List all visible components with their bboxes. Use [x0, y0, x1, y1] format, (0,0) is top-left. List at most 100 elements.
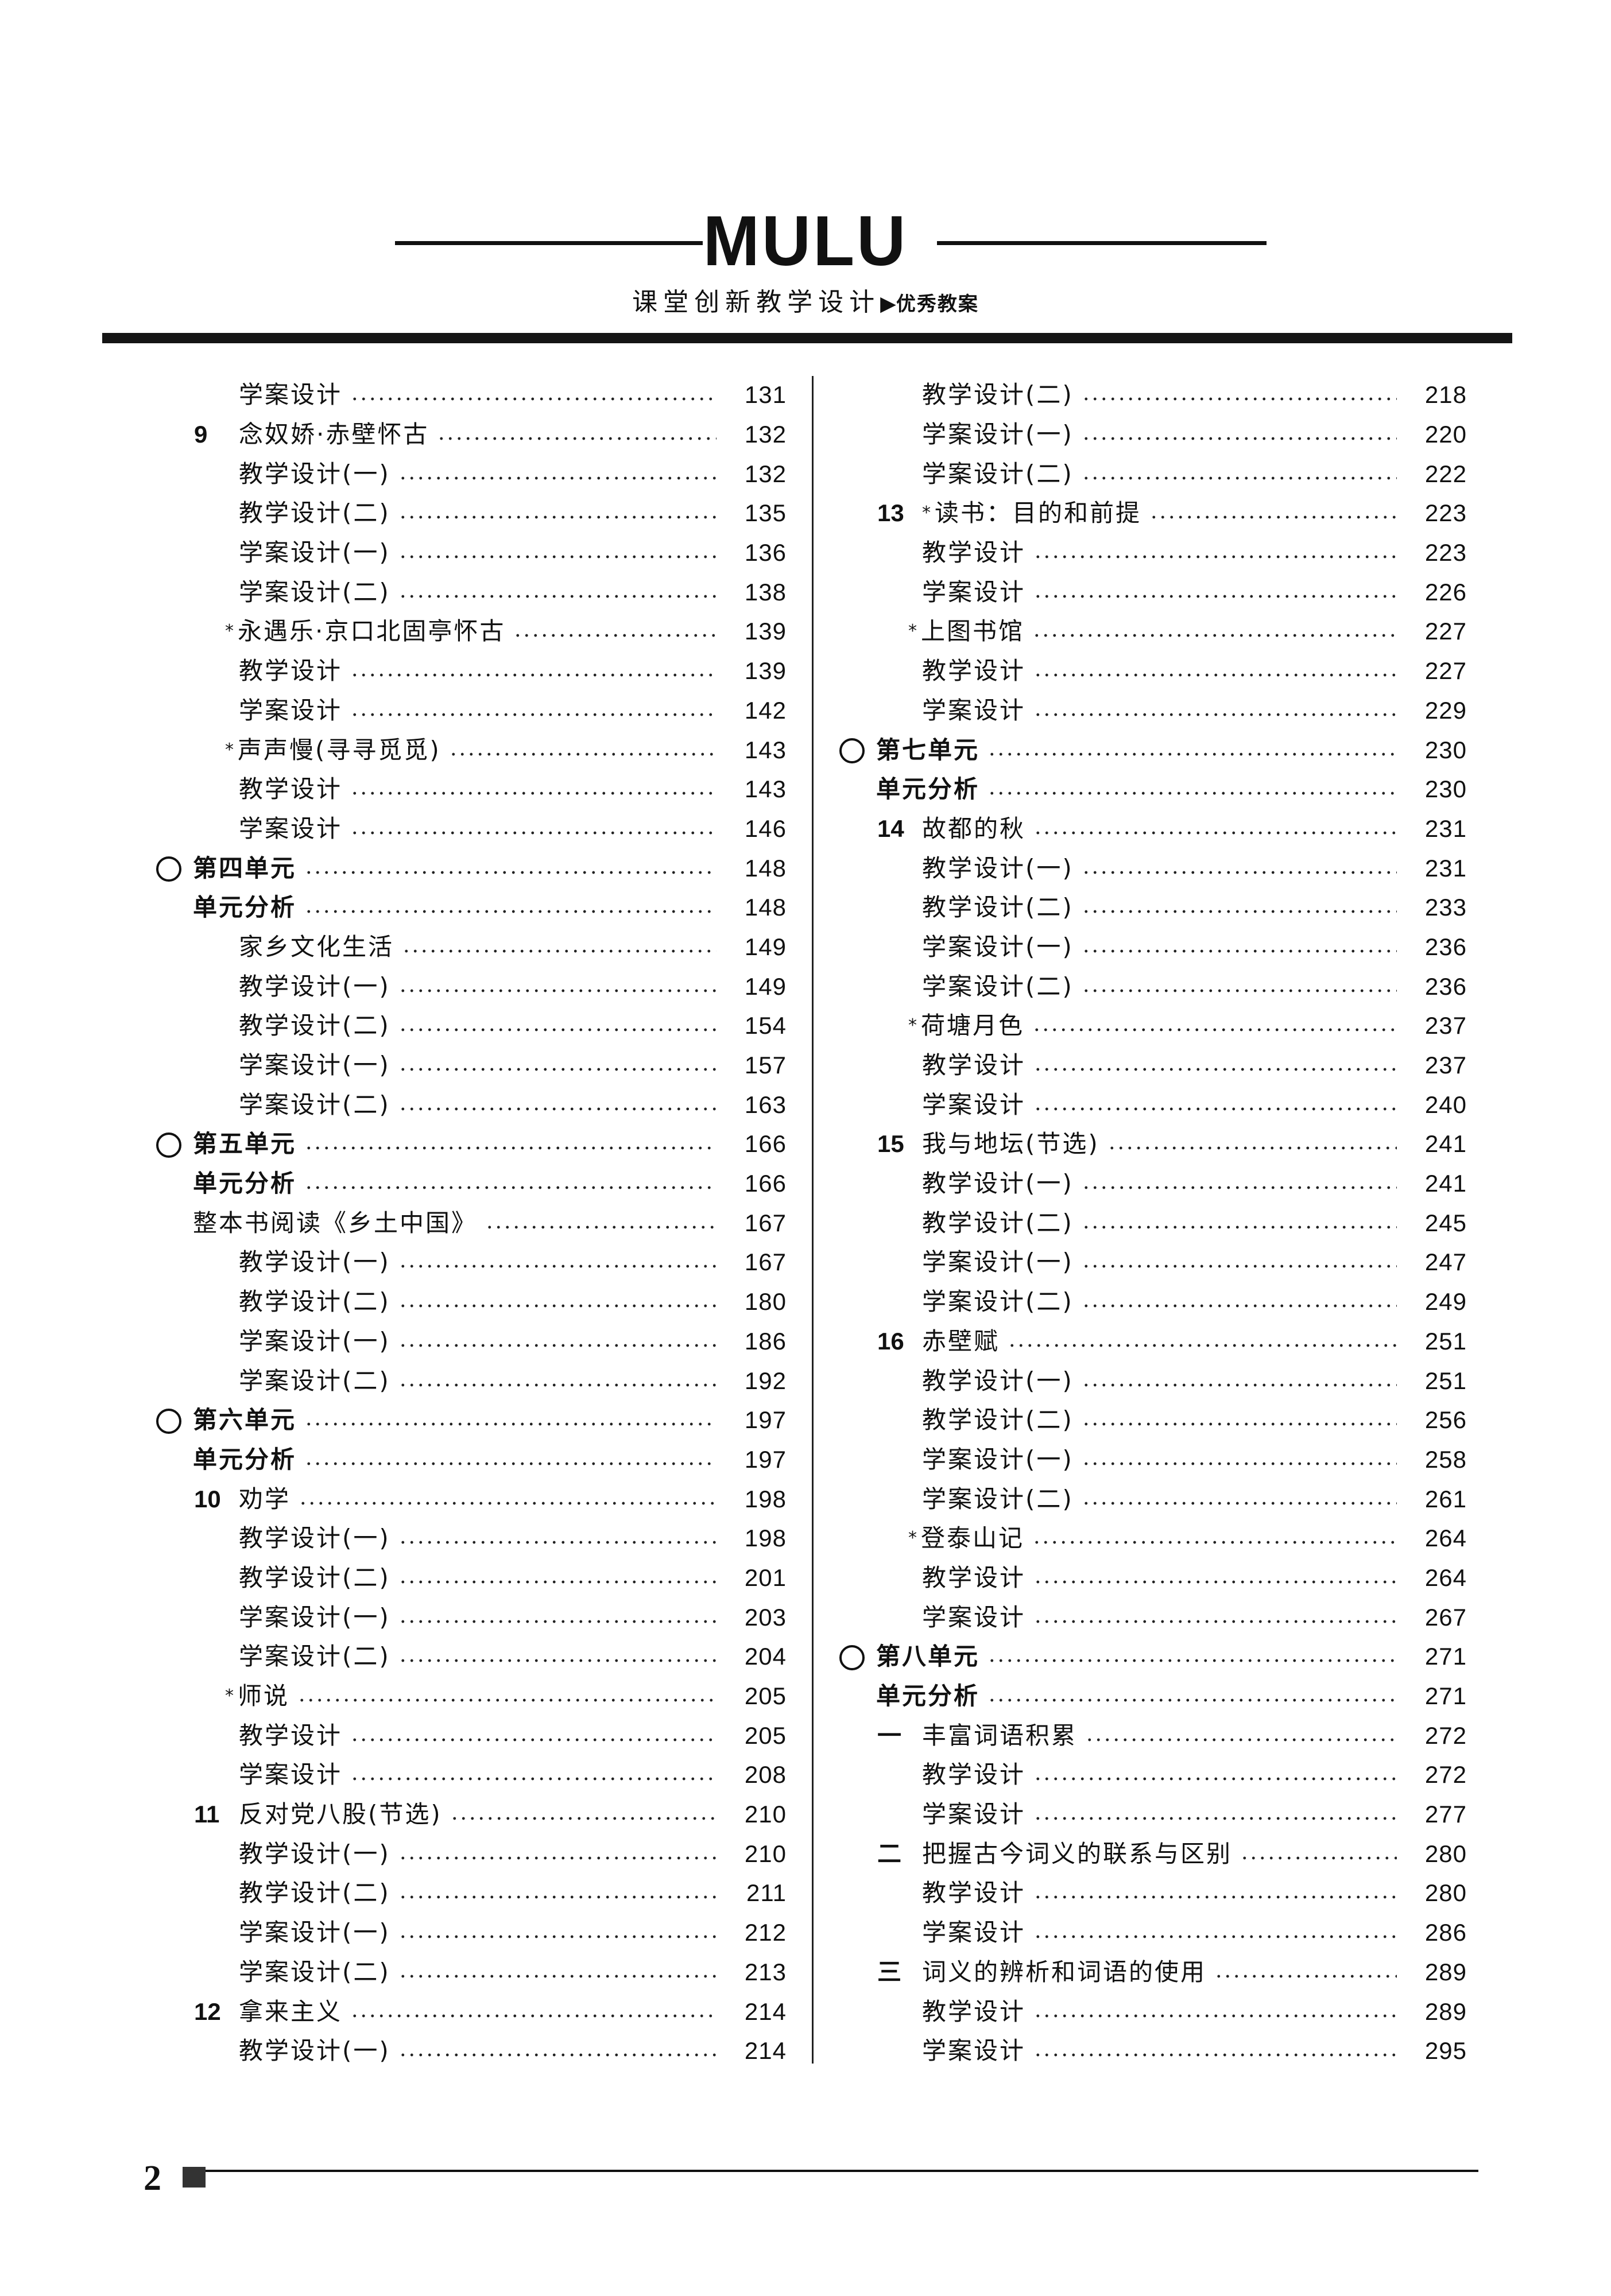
toc-entry-sub[interactable]: 教学设计(一) 251	[838, 1361, 1467, 1401]
toc-entry-sub[interactable]: 学案设计 267	[838, 1597, 1467, 1637]
toc-entry-sub[interactable]: 学案设计(二) 163	[155, 1085, 787, 1124]
toc-entry-sub[interactable]: 学案设计(一) 220	[838, 415, 1467, 455]
toc-entry-section[interactable]: 整本书阅读《乡土中国》 167	[155, 1203, 787, 1243]
toc-entry-sub[interactable]: 学案设计(二) 222	[838, 454, 1467, 494]
toc-entry-sub[interactable]: 教学设计 143	[155, 770, 787, 809]
toc-entry-unit[interactable]: 第四单元 148	[155, 848, 787, 888]
toc-entry-sub[interactable]: 学案设计 226	[838, 572, 1467, 612]
toc-entry-lesson[interactable]: 13 *读书：目的和前提 223	[838, 494, 1467, 533]
toc-entry-sub[interactable]: 教学设计 264	[838, 1558, 1467, 1598]
toc-entry-sub[interactable]: 学案设计 240	[838, 1085, 1467, 1124]
toc-entry-sub[interactable]: 家乡文化生活 149	[155, 928, 787, 967]
toc-entry-sub[interactable]: 学案设计(二) 249	[838, 1282, 1467, 1322]
toc-entry-extra[interactable]: *永遇乐·京口北固亭怀古 139	[155, 612, 787, 651]
entry-title-text: 故都的秋	[922, 814, 1026, 843]
toc-entry-sub[interactable]: 学案设计(一) 157	[155, 1046, 787, 1085]
toc-entry-lesson[interactable]: 11 反对党八股(节选) 210	[155, 1795, 787, 1835]
toc-entry-lesson[interactable]: 14 故都的秋 231	[838, 809, 1467, 849]
toc-entry-sub[interactable]: 教学设计(一) 241	[838, 1164, 1467, 1204]
entry-title-text: 教学设计	[239, 1721, 343, 1750]
toc-entry-sub[interactable]: 学案设计 131	[155, 375, 787, 415]
entry-title-text: 教学设计(一)	[239, 1524, 390, 1553]
toc-entry-sub[interactable]: 教学设计(二) 256	[838, 1401, 1467, 1440]
toc-entry-extra[interactable]: *声声慢(寻寻觅觅) 143	[155, 730, 787, 770]
toc-entry-sub[interactable]: 学案设计 208	[155, 1755, 787, 1795]
toc-entry-sub[interactable]: 教学设计(一) 198	[155, 1519, 787, 1558]
toc-entry-sub[interactable]: 教学设计(一) 149	[155, 967, 787, 1006]
toc-entry-extra[interactable]: *荷塘月色 237	[838, 1006, 1467, 1046]
toc-entry-lesson[interactable]: 12 拿来主义 214	[155, 1992, 787, 2031]
toc-entry-sub[interactable]: 教学设计 280	[838, 1874, 1467, 1913]
dot-leader	[1081, 988, 1397, 992]
toc-entry-sub[interactable]: 教学设计(一) 132	[155, 454, 787, 494]
toc-entry-sub[interactable]: 教学设计(二) 154	[155, 1006, 787, 1046]
toc-entry-sub[interactable]: 学案设计 277	[838, 1795, 1467, 1835]
toc-entry-sub[interactable]: 教学设计 237	[838, 1046, 1467, 1085]
entry-title-text: 学案设计(二)	[239, 577, 390, 606]
toc-entry-sub[interactable]: 学案设计 229	[838, 691, 1467, 731]
toc-entry-sub[interactable]: 教学设计 289	[838, 1992, 1467, 2031]
toc-entry-sub[interactable]: 教学设计 139	[155, 651, 787, 691]
toc-entry-sub[interactable]: 学案设计 146	[155, 809, 787, 849]
toc-entry-analysis[interactable]: 单元分析 148	[155, 888, 787, 928]
toc-entry-sub[interactable]: 教学设计(二) 233	[838, 888, 1467, 928]
toc-entry-sub[interactable]: 教学设计 227	[838, 651, 1467, 691]
dot-leader	[1081, 1225, 1397, 1229]
toc-entry-sub[interactable]: 学案设计(一) 247	[838, 1243, 1467, 1282]
toc-entry-sub[interactable]: 学案设计(二) 204	[155, 1637, 787, 1677]
toc-entry-analysis[interactable]: 单元分析 271	[838, 1677, 1467, 1716]
entry-title-text: 学案设计(一)	[239, 538, 390, 567]
toc-entry-sub[interactable]: 教学设计(二) 218	[838, 375, 1467, 415]
dot-leader	[1033, 1107, 1397, 1111]
entry-title: 单元分析	[876, 1682, 979, 1711]
toc-entry-sub[interactable]: 教学设计(一) 214	[155, 2031, 787, 2071]
toc-entry-lesson[interactable]: 一丰富词语积累 272	[838, 1716, 1467, 1755]
toc-entry-sub[interactable]: 教学设计 223	[838, 533, 1467, 573]
toc-entry-unit[interactable]: 第七单元 230	[838, 730, 1467, 770]
toc-entry-extra[interactable]: *登泰山记 264	[838, 1519, 1467, 1558]
toc-entry-sub[interactable]: 学案设计(一) 136	[155, 533, 787, 573]
toc-entry-sub[interactable]: 教学设计(二) 245	[838, 1203, 1467, 1243]
toc-entry-sub[interactable]: 学案设计(一) 258	[838, 1440, 1467, 1480]
toc-entry-sub[interactable]: 教学设计 272	[838, 1755, 1467, 1795]
toc-entry-sub[interactable]: 教学设计 205	[155, 1716, 787, 1755]
toc-entry-lesson[interactable]: 二把握古今词义的联系与区别 280	[838, 1834, 1467, 1874]
toc-entry-sub[interactable]: 学案设计(一) 186	[155, 1322, 787, 1362]
entry-page: 277	[1424, 1801, 1467, 1828]
toc-entry-sub[interactable]: 教学设计(二) 180	[155, 1282, 787, 1322]
toc-entry-sub[interactable]: 学案设计(二) 261	[838, 1479, 1467, 1519]
toc-entry-sub[interactable]: 学案设计(二) 192	[155, 1361, 787, 1401]
toc-entry-sub[interactable]: 教学设计(一) 231	[838, 848, 1467, 888]
toc-entry-analysis[interactable]: 单元分析 166	[155, 1164, 787, 1204]
toc-entry-lesson[interactable]: 三词义的辨析和词语的使用 289	[838, 1953, 1467, 1992]
toc-entry-lesson[interactable]: 15 我与地坛(节选) 241	[838, 1124, 1467, 1164]
toc-entry-sub[interactable]: 学案设计 295	[838, 2031, 1467, 2071]
dot-leader	[1081, 1304, 1397, 1308]
toc-entry-sub[interactable]: 教学设计(二) 135	[155, 494, 787, 533]
toc-entry-unit[interactable]: 第五单元 166	[155, 1124, 787, 1164]
toc-entry-analysis[interactable]: 单元分析 197	[155, 1440, 787, 1480]
toc-entry-lesson[interactable]: 9 念奴娇·赤壁怀古 132	[155, 415, 787, 455]
toc-entry-sub[interactable]: 学案设计 142	[155, 691, 787, 731]
toc-entry-sub[interactable]: 学案设计(二) 236	[838, 967, 1467, 1006]
toc-entry-sub[interactable]: 教学设计(二) 211	[155, 1874, 787, 1913]
toc-entry-sub[interactable]: 学案设计(一) 212	[155, 1913, 787, 1953]
toc-entry-lesson[interactable]: 10 劝学 198	[155, 1479, 787, 1519]
dot-leader	[1081, 949, 1397, 953]
toc-entry-sub[interactable]: 学案设计(一) 203	[155, 1597, 787, 1637]
toc-entry-sub[interactable]: 教学设计(一) 210	[155, 1834, 787, 1874]
toc-entry-analysis[interactable]: 单元分析 230	[838, 770, 1467, 809]
toc-entry-unit[interactable]: 第八单元 271	[838, 1637, 1467, 1677]
toc-entry-sub[interactable]: 学案设计(二) 213	[155, 1953, 787, 1992]
toc-entry-sub[interactable]: 学案设计(二) 138	[155, 572, 787, 612]
entry-title: 学案设计(二)	[922, 460, 1074, 488]
toc-entry-sub[interactable]: 教学设计(二) 201	[155, 1558, 787, 1598]
toc-entry-sub[interactable]: 学案设计 286	[838, 1913, 1467, 1953]
toc-entry-sub[interactable]: 学案设计(一) 236	[838, 928, 1467, 967]
toc-entry-lesson[interactable]: 16 赤壁赋 251	[838, 1322, 1467, 1362]
toc-entry-unit[interactable]: 第六单元 197	[155, 1401, 787, 1440]
entry-title: 单元分析	[876, 775, 979, 804]
toc-entry-extra[interactable]: *上图书馆 227	[838, 612, 1467, 651]
toc-entry-extra[interactable]: *师说 205	[155, 1677, 787, 1716]
toc-entry-sub[interactable]: 教学设计(一) 167	[155, 1243, 787, 1282]
